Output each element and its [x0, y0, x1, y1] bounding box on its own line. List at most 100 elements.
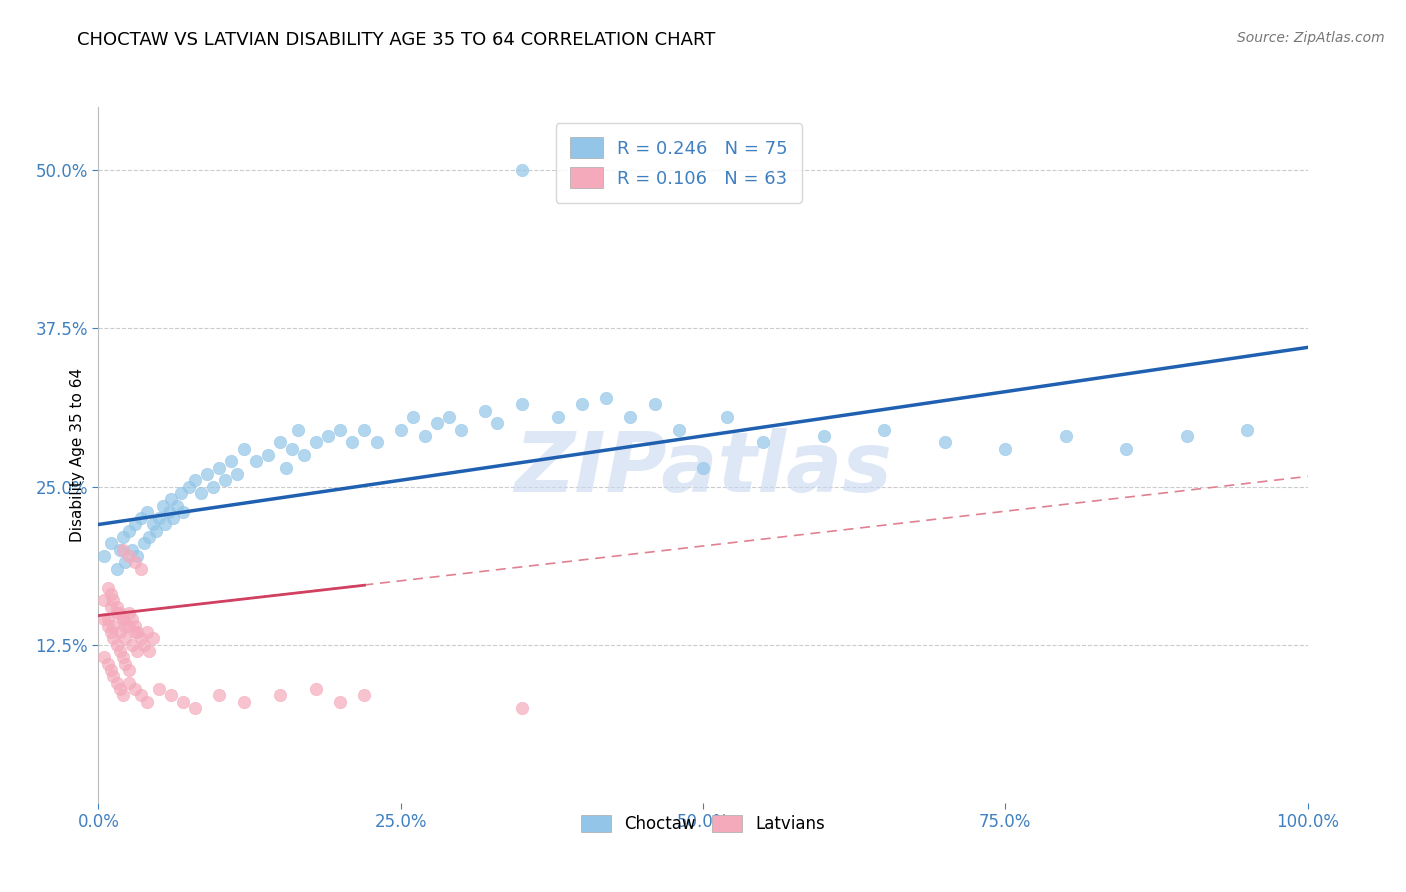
Point [135, 625, 157, 640]
Point [127, 644, 149, 658]
Point [389, 423, 412, 437]
Point [179, 479, 201, 493]
Point [1175, 429, 1198, 443]
Point [226, 467, 249, 481]
Point [114, 632, 136, 646]
Point [281, 442, 304, 456]
Point [97, 618, 120, 632]
Y-axis label: Disability Age 35 to 64: Disability Age 35 to 64 [69, 368, 84, 542]
Point [134, 638, 156, 652]
Point [100, 625, 122, 640]
Point [124, 625, 146, 640]
Point [100, 599, 122, 614]
Point [208, 460, 231, 475]
Point [118, 618, 141, 632]
Point [1054, 429, 1077, 443]
Point [134, 536, 156, 550]
Point [160, 492, 183, 507]
Point [172, 505, 194, 519]
Point [111, 530, 134, 544]
Point [135, 505, 157, 519]
Point [114, 556, 136, 570]
Point [108, 644, 131, 658]
Point [305, 681, 328, 696]
Point [316, 429, 339, 443]
Point [873, 423, 896, 437]
Point [292, 448, 315, 462]
Point [111, 688, 134, 702]
Point [1236, 423, 1258, 437]
Point [510, 701, 533, 715]
Point [437, 409, 460, 424]
Point [108, 606, 131, 620]
Point [100, 587, 122, 601]
Point [287, 423, 309, 437]
Point [450, 423, 472, 437]
Point [118, 524, 141, 538]
Point [145, 524, 167, 538]
Point [93, 650, 115, 665]
Point [118, 549, 141, 563]
Point [402, 409, 425, 424]
Point [101, 618, 124, 632]
Point [124, 618, 146, 632]
Point [105, 562, 128, 576]
Point [148, 511, 170, 525]
Point [135, 695, 157, 709]
Point [97, 581, 120, 595]
Point [329, 423, 352, 437]
Point [474, 403, 496, 417]
Point [129, 688, 152, 702]
Point [353, 423, 375, 437]
Point [152, 499, 174, 513]
Point [413, 429, 436, 443]
Point [111, 612, 134, 626]
Point [162, 511, 184, 525]
Point [172, 695, 194, 709]
Point [124, 556, 146, 570]
Point [169, 486, 191, 500]
Point [101, 593, 124, 607]
Point [486, 417, 509, 431]
Point [138, 644, 160, 658]
Point [142, 517, 165, 532]
Point [118, 675, 141, 690]
Point [214, 473, 236, 487]
Legend: Choctaw, Latvians: Choctaw, Latvians [574, 808, 832, 839]
Point [111, 542, 134, 557]
Point [93, 612, 115, 626]
Point [111, 650, 134, 665]
Point [232, 695, 254, 709]
Text: Source: ZipAtlas.com: Source: ZipAtlas.com [1237, 31, 1385, 45]
Point [256, 448, 278, 462]
Point [121, 542, 143, 557]
Point [571, 397, 593, 411]
Point [97, 657, 120, 671]
Point [813, 429, 835, 443]
Point [195, 467, 218, 481]
Point [153, 517, 176, 532]
Point [124, 681, 146, 696]
Point [105, 638, 128, 652]
Point [108, 681, 131, 696]
Text: ZIPatlas: ZIPatlas [515, 428, 891, 509]
Point [510, 397, 533, 411]
Point [668, 423, 690, 437]
Point [93, 549, 115, 563]
Point [994, 442, 1017, 456]
Point [644, 397, 666, 411]
Point [114, 657, 136, 671]
Point [692, 460, 714, 475]
Point [245, 454, 267, 468]
Point [118, 606, 141, 620]
Point [129, 511, 152, 525]
Point [105, 675, 128, 690]
Point [157, 505, 180, 519]
Point [160, 688, 183, 702]
Point [274, 460, 297, 475]
Point [97, 612, 120, 626]
Point [269, 435, 291, 450]
Point [752, 435, 775, 450]
Point [510, 163, 533, 178]
Point [342, 435, 364, 450]
